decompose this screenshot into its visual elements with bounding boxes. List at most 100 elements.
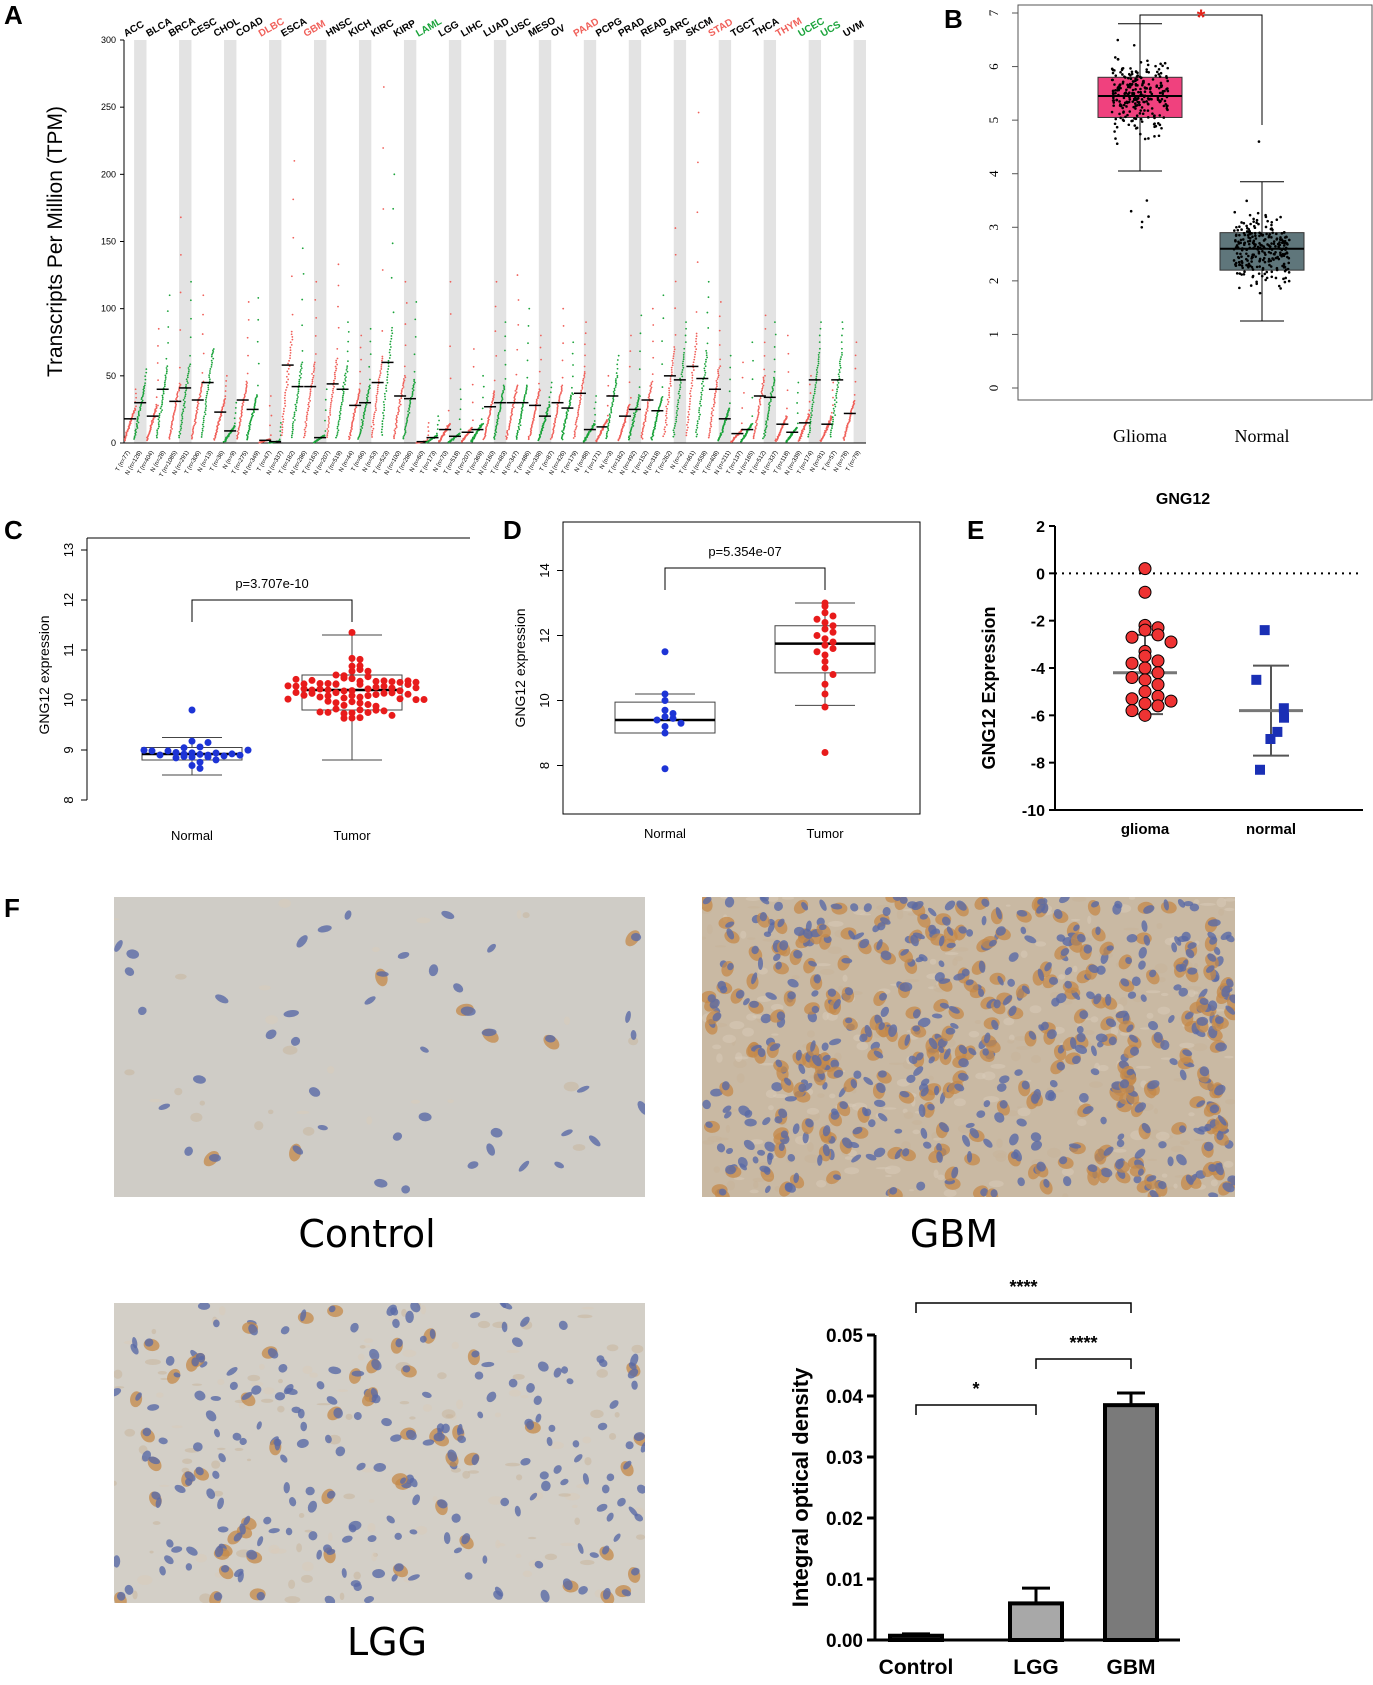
tumor-point bbox=[666, 412, 668, 414]
normal-point bbox=[340, 406, 342, 408]
normal-point bbox=[833, 410, 835, 412]
data-point bbox=[165, 747, 172, 754]
tumor-point bbox=[395, 425, 397, 427]
tumor-point bbox=[540, 335, 542, 337]
tumor-point bbox=[711, 418, 713, 420]
tumor-point bbox=[674, 227, 676, 229]
tumor-point bbox=[224, 398, 226, 400]
data-point bbox=[1162, 116, 1165, 119]
normal-point bbox=[436, 434, 438, 436]
data-point bbox=[173, 754, 180, 761]
normal-point bbox=[404, 429, 406, 431]
stroma bbox=[807, 1142, 814, 1152]
normal-point bbox=[774, 321, 776, 323]
normal-point bbox=[697, 420, 699, 422]
data-point bbox=[1142, 94, 1145, 97]
normal-point bbox=[335, 437, 337, 439]
tumor-point bbox=[404, 376, 406, 378]
tumor-point bbox=[380, 366, 382, 368]
normal-point bbox=[167, 326, 169, 328]
tumor-point bbox=[135, 397, 137, 399]
data-point bbox=[1238, 264, 1241, 267]
normal-point bbox=[158, 426, 160, 428]
tumor-point bbox=[584, 371, 586, 373]
normal-point bbox=[166, 367, 168, 369]
normal-point bbox=[339, 415, 341, 417]
stroma bbox=[200, 1101, 205, 1106]
normal-point bbox=[816, 376, 818, 378]
tumor-point bbox=[832, 382, 834, 384]
tumor-point bbox=[607, 385, 609, 387]
data-point bbox=[421, 696, 428, 703]
data-point bbox=[1139, 112, 1142, 115]
data-point bbox=[1263, 273, 1266, 276]
data-point bbox=[1268, 233, 1271, 236]
normal-point bbox=[389, 349, 391, 351]
data-point bbox=[1286, 256, 1289, 259]
stroma bbox=[254, 1121, 263, 1130]
tumor-point bbox=[561, 384, 563, 386]
data-point bbox=[1132, 89, 1135, 92]
data-point bbox=[1166, 67, 1169, 70]
tumor-point bbox=[379, 374, 381, 376]
normal-point bbox=[369, 384, 371, 386]
data-point bbox=[1113, 83, 1116, 86]
data-point bbox=[1239, 253, 1242, 256]
data-point bbox=[397, 695, 404, 702]
normal-point bbox=[389, 354, 391, 356]
data-point bbox=[1133, 44, 1136, 47]
normal-point bbox=[613, 393, 615, 395]
tumor-point bbox=[694, 351, 696, 353]
tumor-point bbox=[630, 335, 632, 337]
data-point bbox=[1258, 272, 1261, 275]
normal-point bbox=[203, 415, 205, 417]
data-point bbox=[1122, 111, 1125, 114]
glioma-point bbox=[1139, 650, 1151, 662]
data-point bbox=[1269, 247, 1272, 250]
tumor-point bbox=[400, 397, 402, 399]
normal-point bbox=[810, 412, 812, 414]
normal-point bbox=[203, 426, 205, 428]
tumor-point bbox=[663, 433, 665, 435]
normal-point bbox=[181, 414, 183, 416]
tumor-point bbox=[393, 436, 395, 438]
normal-point bbox=[706, 354, 708, 356]
data-point bbox=[1250, 284, 1253, 287]
normal-point bbox=[301, 367, 303, 369]
chart-title: GNG12 bbox=[1156, 491, 1210, 508]
tumor-point bbox=[331, 396, 333, 398]
normal-point bbox=[705, 359, 707, 361]
normal-point bbox=[302, 350, 304, 352]
plot-frame bbox=[1018, 5, 1372, 400]
tumor-point bbox=[282, 421, 284, 423]
data-point bbox=[1125, 88, 1128, 91]
tumor-point bbox=[717, 369, 719, 371]
normal-point bbox=[561, 430, 563, 432]
tumor-point bbox=[668, 387, 670, 389]
normal-point bbox=[257, 297, 259, 299]
data-point bbox=[1164, 100, 1167, 103]
data-point bbox=[1279, 287, 1282, 290]
tumor-point bbox=[288, 360, 290, 362]
normal-point bbox=[729, 402, 731, 404]
normal-point bbox=[617, 368, 619, 370]
tumor-point bbox=[305, 423, 307, 425]
tumor-point bbox=[671, 360, 673, 362]
stroma bbox=[897, 909, 904, 919]
data-point bbox=[1126, 114, 1129, 117]
data-point bbox=[1164, 103, 1167, 106]
data-point bbox=[333, 671, 340, 678]
stroma bbox=[149, 1099, 161, 1102]
normal-point bbox=[571, 392, 573, 394]
stroma bbox=[954, 947, 968, 951]
tumor-point bbox=[449, 423, 451, 425]
tumor-point bbox=[554, 417, 556, 419]
data-point bbox=[1266, 220, 1269, 223]
normal-point bbox=[190, 299, 192, 301]
tumor-point bbox=[292, 237, 294, 239]
tumor-point bbox=[584, 373, 586, 375]
normal-point bbox=[680, 382, 682, 384]
stroma bbox=[715, 945, 726, 947]
normal-point bbox=[389, 357, 391, 359]
